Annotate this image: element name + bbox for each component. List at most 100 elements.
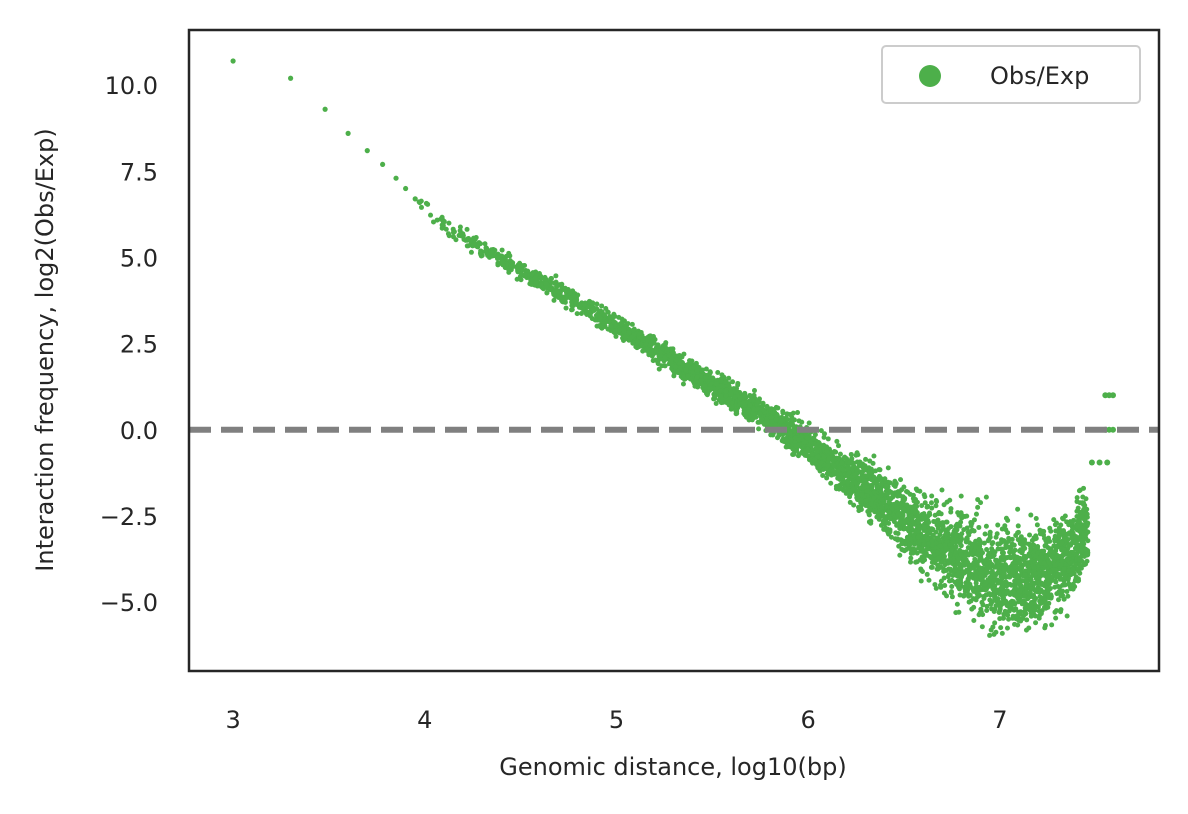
data-point bbox=[867, 468, 873, 474]
data-point bbox=[1058, 522, 1064, 528]
data-point bbox=[471, 235, 477, 241]
data-point bbox=[866, 511, 872, 517]
data-point bbox=[999, 537, 1005, 543]
data-point bbox=[1052, 533, 1058, 539]
data-point bbox=[783, 444, 789, 450]
data-point bbox=[1011, 600, 1017, 606]
data-point bbox=[795, 453, 801, 459]
data-point bbox=[922, 551, 928, 557]
data-point bbox=[564, 288, 570, 294]
data-point bbox=[516, 266, 522, 272]
x-tick-label: 5 bbox=[609, 706, 624, 734]
data-point bbox=[1083, 546, 1089, 552]
data-point bbox=[911, 504, 917, 510]
data-point bbox=[943, 532, 949, 538]
data-point bbox=[1041, 590, 1047, 596]
data-point bbox=[728, 391, 734, 397]
data-point bbox=[704, 390, 710, 396]
data-point bbox=[978, 577, 984, 583]
data-point bbox=[997, 604, 1003, 610]
data-point bbox=[1028, 577, 1034, 583]
data-point bbox=[825, 436, 831, 442]
data-point bbox=[879, 496, 885, 502]
data-point bbox=[1018, 609, 1024, 615]
data-point bbox=[1027, 532, 1033, 538]
data-point bbox=[230, 58, 236, 64]
data-point bbox=[1037, 531, 1043, 537]
data-point bbox=[764, 416, 770, 422]
data-point bbox=[999, 630, 1005, 636]
data-point bbox=[901, 506, 907, 512]
data-point bbox=[878, 522, 884, 528]
data-point bbox=[965, 587, 971, 593]
data-point bbox=[995, 580, 1001, 586]
data-point bbox=[996, 608, 1002, 614]
data-point bbox=[553, 273, 559, 279]
data-point bbox=[835, 443, 841, 449]
data-point bbox=[784, 411, 790, 417]
data-point bbox=[789, 420, 795, 426]
data-point bbox=[829, 457, 835, 463]
data-point bbox=[985, 538, 991, 544]
data-point bbox=[322, 106, 328, 112]
data-point bbox=[780, 432, 786, 438]
data-point bbox=[578, 311, 584, 317]
data-point bbox=[909, 518, 915, 524]
data-point bbox=[891, 518, 897, 524]
data-point bbox=[839, 460, 845, 466]
data-point bbox=[988, 627, 994, 633]
data-point bbox=[871, 503, 877, 509]
data-point bbox=[1061, 529, 1067, 535]
data-point bbox=[1064, 519, 1070, 525]
data-point bbox=[1060, 516, 1066, 522]
data-point bbox=[1033, 553, 1039, 559]
data-point bbox=[450, 234, 456, 240]
data-point bbox=[775, 405, 781, 411]
data-point bbox=[662, 341, 668, 347]
data-point bbox=[935, 550, 941, 556]
data-point bbox=[457, 224, 463, 230]
data-point bbox=[1075, 566, 1081, 572]
data-point bbox=[972, 558, 978, 564]
data-point bbox=[814, 449, 820, 455]
data-point bbox=[1054, 572, 1060, 578]
data-point bbox=[1049, 622, 1055, 628]
data-point bbox=[533, 279, 539, 285]
data-point bbox=[1000, 595, 1006, 601]
data-point bbox=[1007, 549, 1013, 555]
data-point bbox=[995, 546, 1001, 552]
data-point bbox=[880, 513, 886, 519]
data-point bbox=[1011, 607, 1017, 613]
data-point bbox=[924, 546, 930, 552]
data-point bbox=[895, 489, 901, 495]
data-point bbox=[1022, 572, 1028, 578]
data-point bbox=[929, 505, 935, 511]
data-point bbox=[886, 520, 892, 526]
data-point bbox=[610, 314, 616, 320]
data-point bbox=[889, 506, 895, 512]
data-point bbox=[1018, 618, 1024, 624]
data-point bbox=[1064, 613, 1070, 619]
data-point bbox=[919, 503, 925, 509]
data-point bbox=[1040, 582, 1046, 588]
data-point bbox=[1060, 571, 1066, 577]
data-point bbox=[911, 498, 917, 504]
data-point bbox=[964, 513, 970, 519]
data-point bbox=[1010, 569, 1016, 575]
data-point bbox=[547, 287, 553, 293]
data-point bbox=[948, 506, 954, 512]
data-point bbox=[1064, 588, 1070, 594]
data-point bbox=[838, 481, 844, 487]
data-point-outlier bbox=[1096, 459, 1103, 466]
data-point bbox=[928, 555, 934, 561]
data-point bbox=[957, 547, 963, 553]
data-point bbox=[984, 547, 990, 553]
data-point bbox=[757, 410, 763, 416]
data-point bbox=[1024, 579, 1030, 585]
data-point bbox=[936, 555, 942, 561]
data-point bbox=[790, 446, 796, 452]
data-point bbox=[451, 229, 457, 235]
data-point bbox=[994, 564, 1000, 570]
data-point bbox=[820, 444, 826, 450]
data-point bbox=[880, 518, 886, 524]
